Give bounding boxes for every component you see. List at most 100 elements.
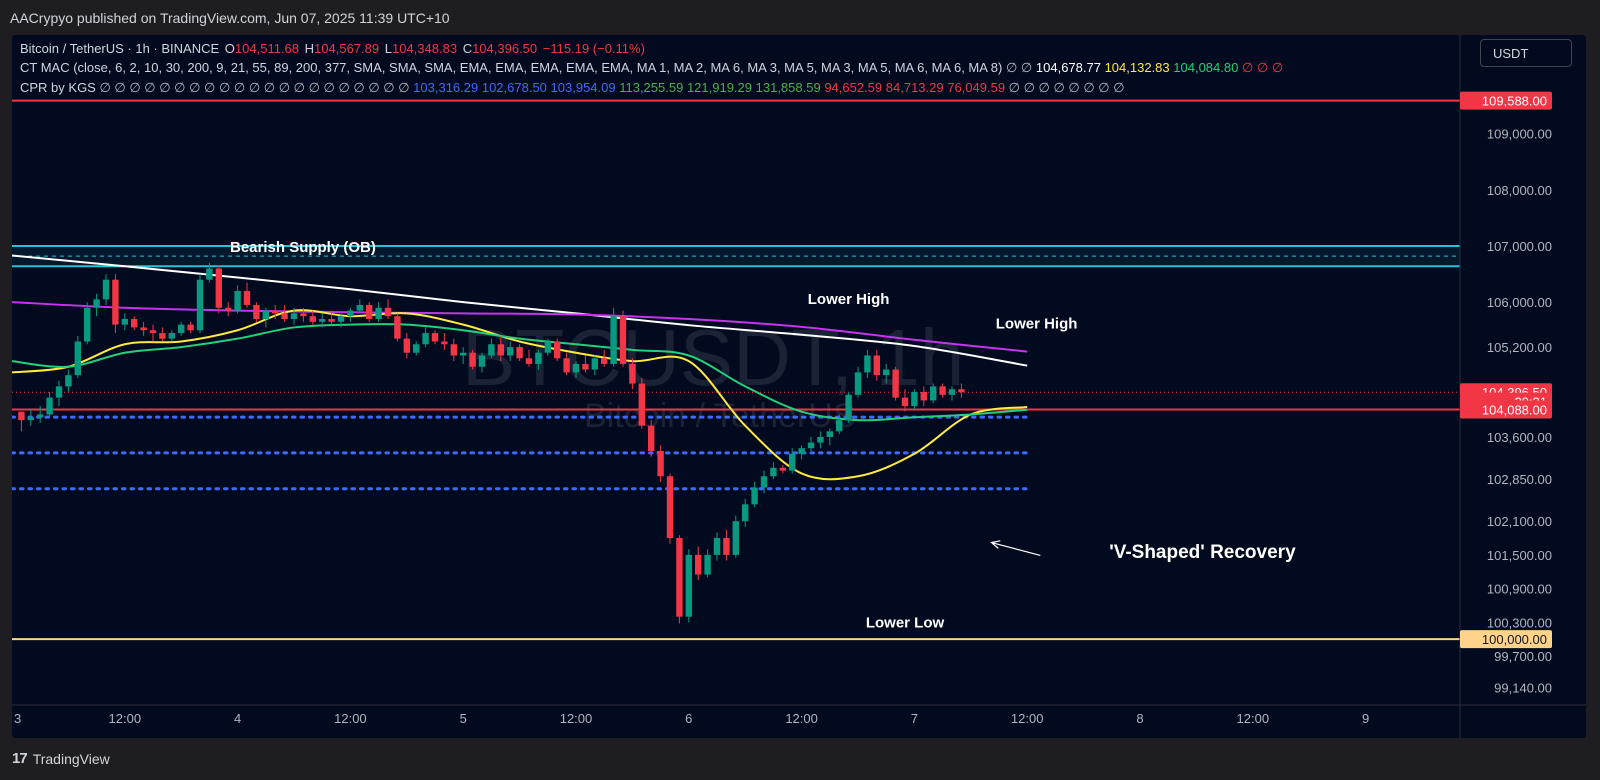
candle-body <box>27 417 34 421</box>
legend-mac-row: CT MAC (close, 6, 2, 10, 30, 200, 9, 21,… <box>20 60 1283 76</box>
candle <box>215 265 222 314</box>
candle <box>601 349 608 367</box>
time-axis[interactable]: 3 12:00 4 12:00 5 12:00 6 12:00 7 12:00 8 12:00 9 <box>12 704 1586 726</box>
candle <box>384 299 392 320</box>
mac-na-values: ∅ ∅ <box>1006 60 1033 75</box>
candle-body <box>770 467 777 477</box>
candle <box>225 302 232 317</box>
time-tick-label: 4 <box>234 711 241 726</box>
candle <box>300 307 307 322</box>
candle-body <box>46 397 53 415</box>
time-tick-label: 3 <box>14 711 21 726</box>
candle <box>366 302 373 322</box>
candle-body <box>225 307 232 311</box>
cpr-value: 102,678.50 <box>481 80 551 95</box>
candle-body <box>356 304 363 311</box>
price-tick-label: 100,300.00 <box>1487 615 1552 630</box>
candle <box>535 349 542 370</box>
candle-body <box>497 344 504 356</box>
tradingview-footer[interactable]: 17 TradingView <box>12 750 110 767</box>
candle <box>431 330 439 345</box>
candle <box>554 338 561 362</box>
candle <box>591 355 598 376</box>
candle-body <box>525 358 533 364</box>
candle-body <box>535 352 542 364</box>
candle-body <box>695 554 702 575</box>
publish-info: AACrypyo published on TradingView.com, J… <box>10 10 450 26</box>
time-tick-label: 12:00 <box>1237 711 1270 726</box>
mac-value: 104,084.80 <box>1173 60 1242 75</box>
candle-body <box>676 538 683 617</box>
price-tick-label: 109,000.00 <box>1487 127 1552 142</box>
candle <box>883 363 890 384</box>
candle-body <box>281 313 288 320</box>
candle <box>243 282 251 308</box>
candle-body <box>460 352 467 356</box>
candle-body <box>507 347 514 356</box>
candle <box>920 386 927 407</box>
legend-cpr-row: CPR by KGS ∅ ∅ ∅ ∅ ∅ ∅ ∅ ∅ ∅ ∅ ∅ ∅ ∅ ∅ ∅… <box>20 80 1125 96</box>
price-tick-label: 102,100.00 <box>1487 514 1552 529</box>
candle-body <box>168 333 175 339</box>
cpr-indicator-label[interactable]: CPR by KGS <box>20 80 96 95</box>
candle <box>290 307 298 325</box>
close-label: C <box>462 41 473 56</box>
candle <box>610 307 617 367</box>
candle-body <box>648 425 655 451</box>
candle <box>149 324 157 342</box>
candle-body <box>394 316 401 339</box>
candle-body <box>328 319 335 322</box>
price-tag-bg <box>1460 630 1552 649</box>
symbol-label[interactable]: Bitcoin / TetherUS · 1h · BINANCE <box>20 41 220 56</box>
candle <box>817 431 824 449</box>
tradingview-brand: TradingView <box>32 750 110 767</box>
candle-body <box>807 442 815 449</box>
cpr-value: 121,919.29 <box>686 80 756 95</box>
candle-body <box>638 383 645 426</box>
candle <box>695 546 702 581</box>
candle-body <box>930 386 937 401</box>
candle-body <box>789 453 796 471</box>
candle-body <box>939 386 946 395</box>
price-tick-label: 107,000.00 <box>1487 239 1552 254</box>
candle-body <box>178 324 185 334</box>
chart-area[interactable]: BTCUSDT, 1h Bitcoin / TetherUS Bearish S… <box>12 35 1586 738</box>
candle <box>544 338 551 356</box>
mac-indicator-label[interactable]: CT MAC (close, 6, 2, 10, 30, 200, 9, 21,… <box>20 60 1003 75</box>
candle <box>836 414 843 435</box>
close-value: 104,396.50 <box>472 41 538 56</box>
ma-green <box>12 323 1028 422</box>
annotation-label: Lower High <box>996 316 1078 333</box>
supply-zone-label: Bearish Supply (OB) <box>230 239 376 256</box>
currency-button[interactable]: USDT <box>1480 39 1572 67</box>
candle-body <box>131 319 138 328</box>
open-label: O <box>224 41 235 56</box>
candle-body <box>140 327 147 331</box>
candle <box>196 274 204 334</box>
price-chart[interactable]: BTCUSDT, 1h Bitcoin / TetherUS Bearish S… <box>12 35 1586 738</box>
candle <box>309 310 316 325</box>
candle <box>525 349 533 367</box>
arrow-line <box>991 541 1041 557</box>
candle-body <box>337 316 345 322</box>
candle-body <box>610 316 617 364</box>
candle-body <box>196 279 204 331</box>
price-tick-label: 99,700.00 <box>1494 649 1552 664</box>
low-label: L <box>384 41 392 56</box>
time-tick-label: 6 <box>685 711 692 726</box>
candle <box>826 428 833 446</box>
candle <box>864 349 871 378</box>
candle-body <box>102 279 110 300</box>
cpr-na-prefix: ∅ ∅ ∅ ∅ ∅ ∅ ∅ ∅ ∅ ∅ ∅ ∅ ∅ ∅ ∅ ∅ ∅ ∅ ∅ ∅ … <box>99 80 410 95</box>
price-axis[interactable]: 109,000.00 108,000.00 107,000.00 106,000.00… <box>1459 35 1552 738</box>
candle <box>572 361 580 378</box>
time-tick-label: 8 <box>1136 711 1143 726</box>
cpr-value: 94,652.59 <box>824 80 886 95</box>
candle <box>37 406 44 423</box>
candle-body <box>93 299 100 308</box>
price-tick-label: 99,140.00 <box>1494 680 1552 695</box>
time-tick-label: 7 <box>911 711 918 726</box>
candle <box>328 310 335 325</box>
candle-body <box>366 304 373 320</box>
price-tag: 104,088.00 <box>1460 400 1552 419</box>
